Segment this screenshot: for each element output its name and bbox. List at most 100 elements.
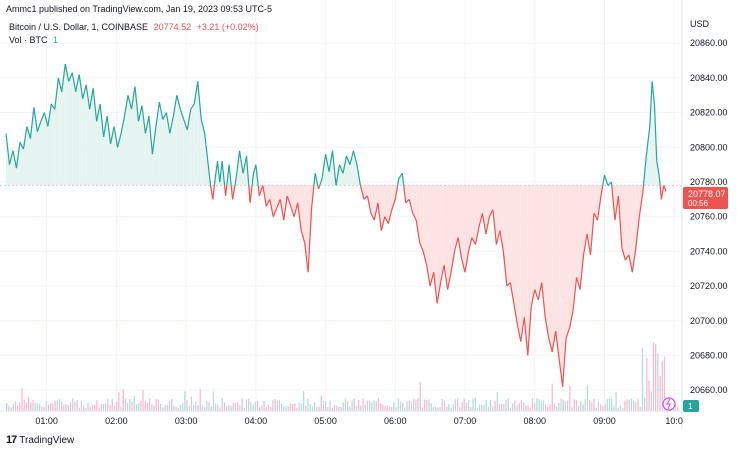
area-fill-segment	[363, 185, 368, 200]
volume-bar	[54, 400, 56, 411]
area-fill-segment	[134, 86, 139, 186]
event-flag-icon[interactable]	[662, 397, 676, 411]
volume-bar	[129, 398, 131, 411]
volume-bar	[663, 356, 666, 411]
price-line-segment	[600, 185, 604, 196]
price-line-segment	[499, 230, 504, 252]
price-line-segment	[422, 251, 428, 266]
x-tick-label: 07:00	[454, 416, 477, 426]
price-line-segment	[436, 282, 442, 304]
area-fill-segment	[107, 116, 111, 186]
volume-bar	[61, 401, 63, 411]
price-line-segment	[251, 173, 255, 186]
volume-bar	[204, 406, 206, 411]
area-fill-segment	[301, 185, 305, 243]
price-line-segment	[92, 88, 98, 122]
price-line-segment	[71, 72, 77, 92]
volume-bar	[648, 380, 650, 411]
footer-brand[interactable]: 17 TradingView	[6, 434, 74, 446]
volume-bar	[12, 403, 14, 411]
volume-bar	[155, 398, 157, 411]
price-line-segment	[492, 209, 497, 245]
price-line-segment	[64, 63, 70, 82]
volume-bar	[417, 398, 419, 411]
volume-bar	[358, 400, 360, 411]
area-fill-segment	[391, 185, 396, 210]
area-fill-segment	[437, 185, 441, 304]
volume-bar	[237, 401, 239, 411]
price-line-segment	[387, 209, 393, 224]
volume-bar	[122, 389, 124, 411]
price-line-segment	[230, 185, 234, 200]
volume-bar	[520, 400, 523, 411]
volume-bar	[655, 344, 657, 411]
volume-bar	[118, 392, 120, 411]
area-fill-segment	[325, 154, 330, 186]
volume-bar	[140, 400, 142, 411]
volume-bar	[340, 407, 342, 411]
volume-bar	[562, 399, 564, 411]
volume-bar	[153, 405, 155, 411]
volume-bar	[241, 398, 243, 411]
volume-bar	[606, 399, 608, 411]
price-line-segment	[426, 265, 431, 287]
area-fill-segment	[26, 126, 31, 186]
volume-bar	[386, 405, 388, 411]
price-line-segment	[186, 109, 192, 131]
price-line-segment	[516, 324, 522, 342]
volume-bar	[646, 357, 648, 411]
volume-bar	[160, 403, 162, 411]
volume-bar	[239, 404, 241, 411]
price-line-segment	[658, 175, 661, 186]
y-tick-label: 20860.00	[690, 38, 728, 48]
volume-bar	[320, 395, 322, 411]
price-line-segment	[338, 164, 344, 174]
volume-bar	[360, 405, 362, 411]
price-line-segment	[572, 277, 578, 311]
symbol-legend[interactable]: Bitcoin / U.S. Dollar, 1, COINBASE 20774…	[9, 22, 259, 32]
volume-bar	[230, 405, 232, 411]
volume-bar	[496, 392, 498, 411]
area-fill-segment	[576, 185, 581, 290]
volume-bar	[391, 407, 393, 411]
price-line-segment	[113, 126, 119, 148]
volume-bar	[410, 401, 413, 411]
volume-bar	[300, 403, 303, 411]
volume-bar	[41, 406, 43, 411]
volume-bar	[14, 401, 17, 411]
price-line-segment	[249, 185, 253, 203]
volume-bar	[503, 403, 505, 411]
area-fill-segment	[520, 185, 525, 342]
volume-bar	[325, 401, 327, 411]
area-fill-segment	[269, 185, 274, 217]
price-line-segment	[474, 226, 480, 245]
volume-bar	[347, 401, 349, 411]
volume-bar	[173, 405, 175, 411]
area-fill-segment	[482, 185, 486, 235]
volume-bar	[175, 406, 177, 411]
volume-legend[interactable]: Vol · BTC 1	[9, 35, 58, 45]
volume-bar	[608, 398, 611, 411]
area-fill-segment	[440, 185, 445, 283]
volume-bar	[294, 403, 296, 411]
price-line-segment	[359, 185, 365, 200]
volume-bar	[67, 405, 69, 411]
last-price-tag: 20778.07 00:56	[683, 187, 728, 209]
volume-bars	[6, 342, 679, 411]
area-fill-segment	[339, 164, 343, 186]
price-line-segment	[370, 212, 375, 221]
area-fill-segment	[287, 185, 291, 207]
y-tick-label: 20680.00	[690, 350, 728, 360]
volume-bar	[157, 399, 160, 411]
volume-bar	[364, 404, 366, 411]
x-tick-label: 09:00	[593, 416, 616, 426]
price-line-segment	[415, 220, 421, 243]
area-fill-segment	[40, 112, 45, 186]
volume-bar	[190, 396, 193, 411]
price-line-segment	[78, 74, 84, 99]
volume-bar	[188, 405, 190, 411]
volume-bar	[28, 397, 30, 411]
price-line-segment	[68, 72, 73, 82]
volume-bar	[281, 403, 283, 411]
